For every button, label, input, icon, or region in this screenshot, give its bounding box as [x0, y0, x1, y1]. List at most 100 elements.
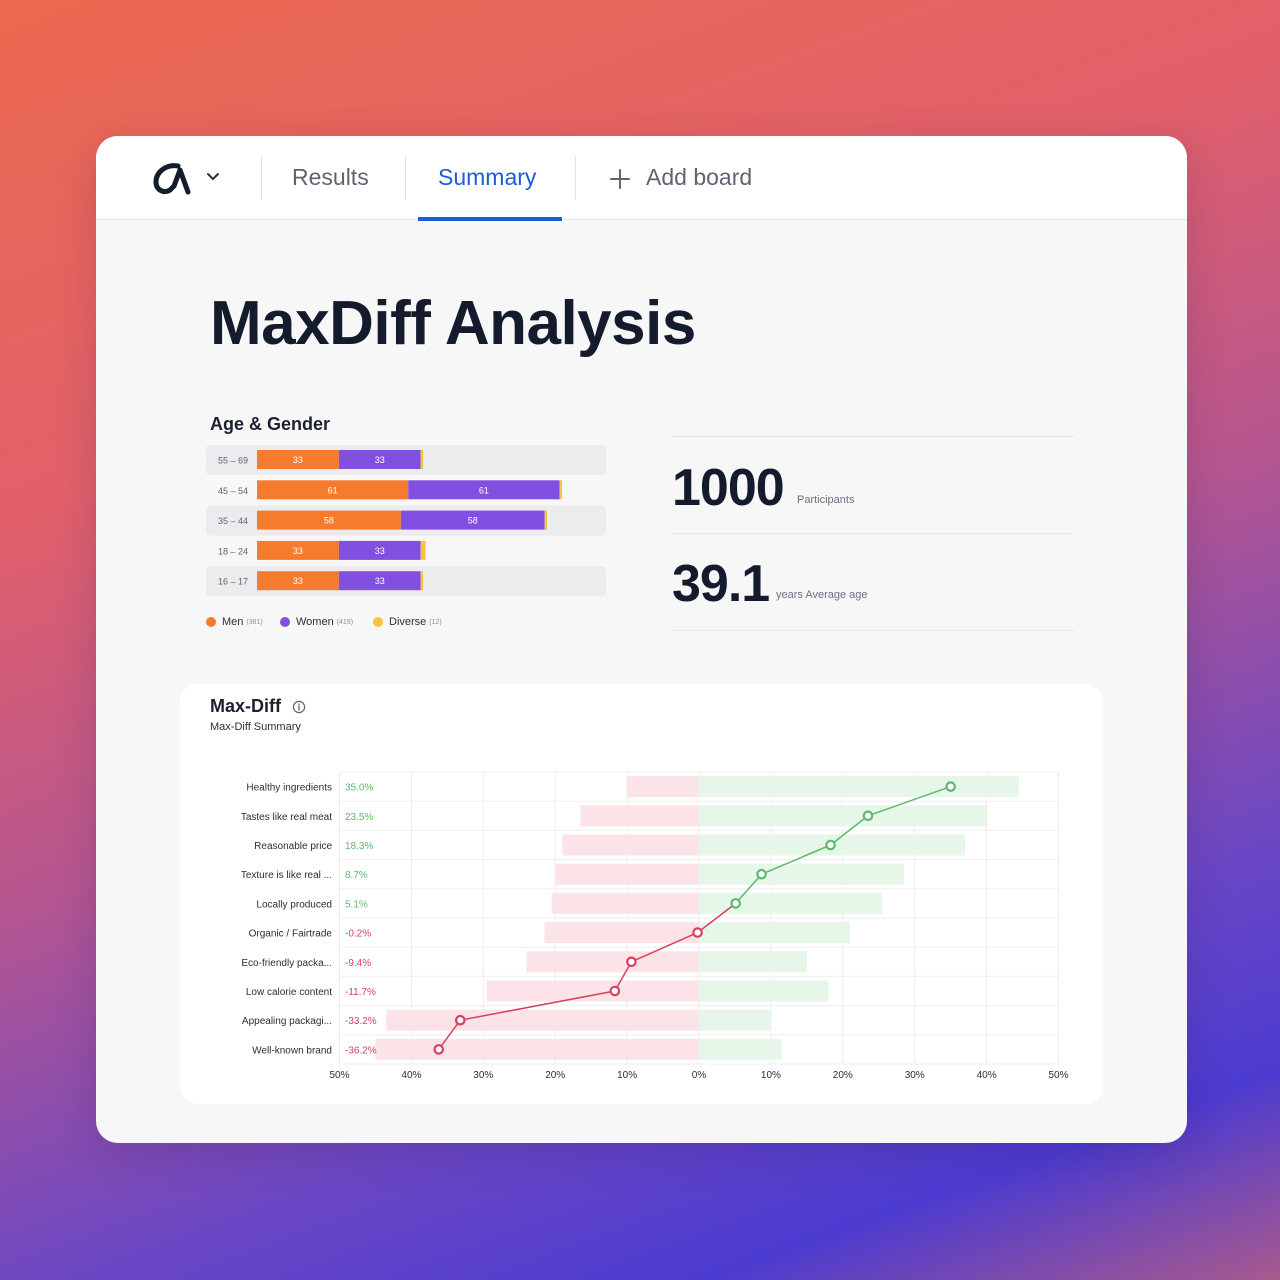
category-label: Tastes like real meat	[241, 812, 332, 823]
bar-diverse	[544, 510, 548, 530]
legend-label: Diverse	[389, 616, 427, 628]
bar-data-label: 58	[324, 516, 334, 526]
bar-women	[408, 480, 560, 500]
score-label: 35.0%	[345, 783, 373, 794]
average-age-value: 39.1	[672, 555, 770, 613]
positive-bar	[699, 892, 883, 914]
age-gender-chart: 55 – 69 33 33 45 – 54 61 61 35 – 44 58 58 18 – 24…	[206, 445, 606, 597]
tab-summary[interactable]: Summary	[438, 164, 537, 190]
score-point	[454, 1014, 466, 1026]
positive-bar	[699, 805, 987, 827]
x-tick-label: 10%	[761, 1070, 781, 1081]
tab-divider	[405, 156, 406, 200]
negative-bar	[562, 834, 699, 856]
legend-women: Women (419)	[280, 616, 353, 628]
score-point	[862, 810, 874, 822]
bar-data-label: 33	[293, 546, 303, 556]
chevron-down-icon[interactable]	[206, 172, 220, 182]
bar-diverse	[420, 540, 426, 560]
bar-women	[400, 510, 545, 530]
score-point	[626, 956, 637, 968]
score-label: -11.7%	[345, 987, 376, 998]
brand-logo-icon[interactable]	[152, 162, 192, 196]
bar-data-label: 33	[293, 576, 303, 586]
x-tick-label: 0%	[692, 1070, 707, 1081]
negative-bar	[555, 863, 699, 885]
top-navigation-bar: Results Summary Add board	[96, 136, 1187, 221]
negative-bar	[526, 951, 699, 973]
legend-dot	[206, 617, 216, 627]
maxdiff-subtitle: Max-Diff Summary	[210, 721, 301, 733]
x-tick-label: 30%	[905, 1070, 925, 1081]
bar-women	[338, 540, 421, 560]
bar-data-label: 33	[375, 455, 385, 465]
bar-women	[338, 450, 421, 469]
positive-bar	[699, 1038, 782, 1060]
category-label: Locally produced	[256, 899, 332, 910]
positive-bar	[699, 776, 1019, 798]
plus-icon[interactable]	[609, 168, 631, 190]
negative-bar	[386, 1009, 699, 1031]
score-label: 5.1%	[345, 899, 368, 910]
divider	[672, 436, 1074, 437]
add-board-button[interactable]: Add board	[646, 164, 753, 190]
score-label: -36.2%	[345, 1045, 377, 1056]
age-tick-label: 55 – 69	[218, 456, 248, 466]
x-tick-label: 30%	[473, 1070, 493, 1081]
score-label: -33.2%	[345, 1016, 377, 1027]
negative-bar	[544, 922, 699, 944]
active-tab-indicator	[418, 217, 562, 221]
app-window: Results Summary Add board MaxDiff Analys…	[96, 136, 1187, 1143]
legend-count: (381)	[246, 618, 263, 626]
score-line-segment	[735, 873, 763, 904]
divider	[672, 630, 1074, 631]
legend-diverse: Diverse (12)	[373, 616, 442, 628]
bar-diverse	[420, 571, 424, 591]
score-line-segment	[460, 990, 616, 1021]
age-tick-label: 35 – 44	[218, 516, 248, 526]
category-label: Well-known brand	[252, 1045, 332, 1056]
legend-label: Men	[222, 616, 244, 628]
legend-dot	[373, 617, 383, 627]
page-title: MaxDiff Analysis	[210, 289, 696, 358]
participants-label: Participants	[797, 494, 855, 506]
bar-data-label: 61	[479, 485, 489, 495]
positive-bar	[699, 980, 829, 1002]
bar-men	[257, 480, 409, 500]
tab-results[interactable]: Results	[292, 164, 369, 190]
maxdiff-chart: 50% 40% 30% 20% 10% 0% 10% 20% 30% 40% 50% Healthy …	[241, 771, 1069, 1081]
bar-women	[338, 571, 421, 591]
score-line-segment	[830, 815, 869, 846]
category-label: Healthy ingredients	[246, 783, 332, 794]
score-line-segment	[761, 844, 831, 875]
x-tick-label: 20%	[833, 1070, 853, 1081]
score-point	[825, 839, 836, 851]
bar-data-label: 33	[375, 546, 385, 556]
negative-bar	[375, 1038, 699, 1060]
legend-men: Men (381)	[206, 616, 263, 628]
score-label: 23.5%	[345, 812, 373, 823]
positive-bar	[699, 951, 807, 973]
score-line-segment	[614, 961, 633, 992]
x-tick-label: 40%	[401, 1070, 421, 1081]
x-tick-label: 10%	[617, 1070, 637, 1081]
legend-count: (419)	[336, 618, 354, 626]
negative-bar	[551, 892, 699, 914]
score-line-segment	[438, 1019, 461, 1050]
bar-diverse	[559, 480, 563, 500]
category-label: Texture is like real ...	[241, 870, 332, 881]
score-line-segment	[867, 785, 951, 817]
positive-bar	[699, 1009, 771, 1031]
category-label: Reasonable price	[254, 841, 332, 852]
x-tick-label: 50%	[329, 1070, 349, 1081]
legend-dot	[280, 617, 290, 627]
info-icon[interactable]	[292, 700, 306, 714]
maxdiff-panel: 50% 40% 30% 20% 10% 0% 10% 20% 30% 40% 50% Healthy …	[180, 684, 1103, 1104]
negative-bar	[580, 805, 699, 827]
age-tick-label: 45 – 54	[218, 486, 248, 496]
bar-men	[257, 540, 339, 560]
score-point	[692, 927, 703, 938]
score-label: 18.3%	[345, 841, 373, 852]
bar-men	[257, 450, 339, 469]
score-point	[945, 781, 956, 792]
